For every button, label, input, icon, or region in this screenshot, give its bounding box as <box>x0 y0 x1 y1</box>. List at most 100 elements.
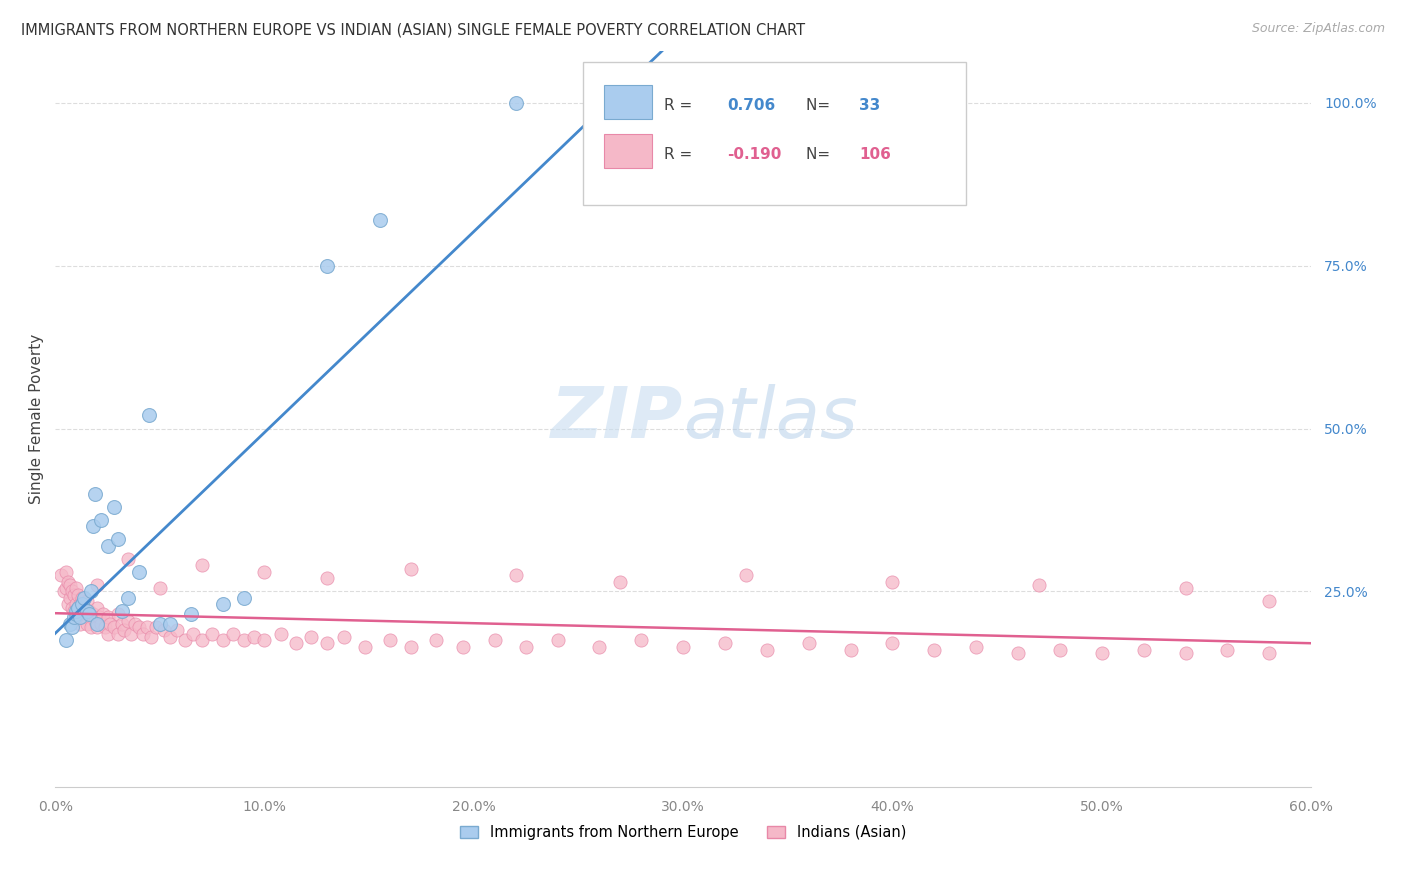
Y-axis label: Single Female Poverty: Single Female Poverty <box>30 334 44 504</box>
Point <box>73 591 96 605</box>
Point <box>103 620 125 634</box>
Point <box>112 624 135 638</box>
Point <box>425 633 447 648</box>
Legend: Immigrants from Northern Europe, Indians (Asian): Immigrants from Northern Europe, Indians… <box>454 819 911 846</box>
Point <box>882 574 904 589</box>
Point <box>59 616 82 631</box>
Point <box>72 598 94 612</box>
Text: 33: 33 <box>859 97 880 112</box>
Point <box>505 568 527 582</box>
Point <box>132 626 155 640</box>
Point <box>82 607 104 622</box>
Point <box>316 636 339 650</box>
Point <box>67 607 90 622</box>
Point <box>80 620 103 634</box>
Point <box>515 640 537 654</box>
Point <box>67 600 90 615</box>
Point <box>149 581 172 595</box>
Point <box>117 591 139 605</box>
Point <box>138 409 160 423</box>
Point <box>399 561 422 575</box>
Point <box>141 630 163 644</box>
Point <box>94 620 117 634</box>
Text: N=: N= <box>806 97 835 112</box>
Point <box>924 643 946 657</box>
Point <box>120 626 142 640</box>
Point <box>1028 578 1050 592</box>
Point <box>77 607 100 622</box>
Point <box>73 600 96 615</box>
Point <box>59 578 82 592</box>
Point <box>55 581 77 595</box>
Point <box>149 616 172 631</box>
Point <box>72 610 94 624</box>
Point <box>80 584 103 599</box>
Point <box>1049 643 1071 657</box>
Text: atlas: atlas <box>683 384 858 453</box>
Point <box>399 640 422 654</box>
Point <box>174 633 197 648</box>
Point <box>96 610 118 624</box>
Point <box>1174 646 1197 660</box>
Point <box>86 600 108 615</box>
Point <box>60 584 83 599</box>
Point <box>89 610 111 624</box>
Point <box>1216 643 1239 657</box>
Point <box>96 539 118 553</box>
Point <box>797 636 820 650</box>
Point <box>232 633 254 648</box>
Point <box>65 610 87 624</box>
Text: 106: 106 <box>859 147 891 162</box>
Point <box>211 598 233 612</box>
Point <box>65 604 87 618</box>
Point <box>243 630 266 644</box>
Point <box>299 630 322 644</box>
Point <box>128 565 150 579</box>
Point <box>354 640 377 654</box>
Point <box>72 591 94 605</box>
Text: R =: R = <box>664 147 697 162</box>
Point <box>107 533 129 547</box>
FancyBboxPatch shape <box>605 85 652 120</box>
Point <box>484 633 506 648</box>
Text: 0.706: 0.706 <box>727 97 775 112</box>
Point <box>505 95 527 110</box>
Point <box>270 626 292 640</box>
Point <box>59 591 82 605</box>
Point <box>67 588 90 602</box>
Point <box>91 607 114 622</box>
Point <box>284 636 307 650</box>
Point <box>1132 643 1154 657</box>
Point <box>90 616 112 631</box>
Point <box>1258 646 1281 660</box>
Point <box>56 598 79 612</box>
Point <box>965 640 987 654</box>
Point <box>661 95 683 110</box>
Point <box>60 620 83 634</box>
Text: -0.190: -0.190 <box>727 147 782 162</box>
Point <box>183 626 205 640</box>
Point <box>60 600 83 615</box>
Point <box>65 581 87 595</box>
Point <box>222 626 245 640</box>
Point <box>368 213 391 227</box>
Point <box>755 643 778 657</box>
Point <box>190 558 212 573</box>
Point <box>55 633 77 648</box>
Point <box>107 626 129 640</box>
Point <box>201 626 224 640</box>
Point <box>84 486 107 500</box>
Point <box>1007 646 1029 660</box>
Point <box>63 588 86 602</box>
Point <box>672 640 695 654</box>
Text: R =: R = <box>664 97 697 112</box>
Text: IMMIGRANTS FROM NORTHERN EUROPE VS INDIAN (ASIAN) SINGLE FEMALE POVERTY CORRELAT: IMMIGRANTS FROM NORTHERN EUROPE VS INDIA… <box>21 22 806 37</box>
Point <box>839 643 862 657</box>
Point <box>190 633 212 648</box>
Point <box>84 614 107 628</box>
Point <box>316 259 339 273</box>
Point <box>547 633 569 648</box>
Point <box>76 594 98 608</box>
Point <box>211 633 233 648</box>
Point <box>153 624 176 638</box>
